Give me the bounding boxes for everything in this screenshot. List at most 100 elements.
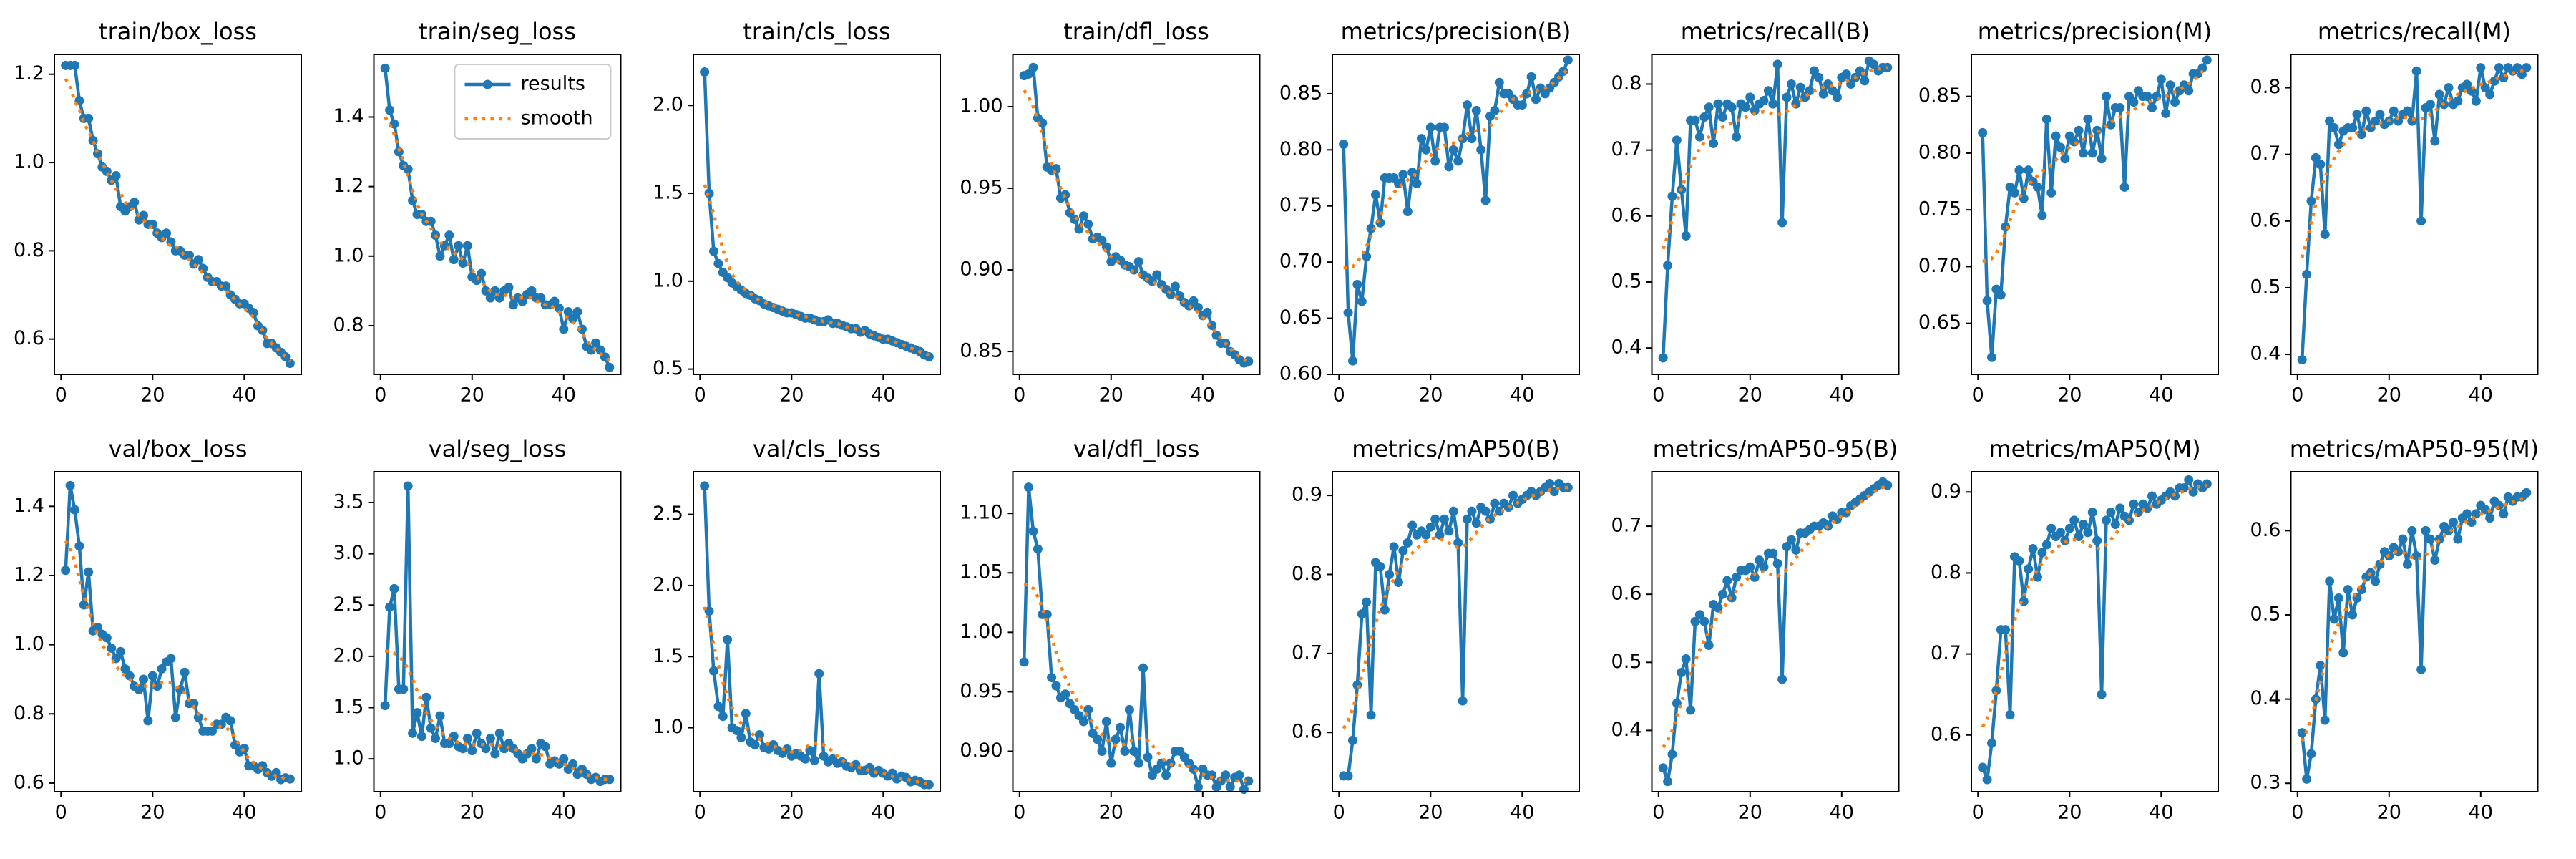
- data-point: [1709, 138, 1719, 148]
- data-point: [449, 732, 459, 742]
- data-point: [115, 646, 125, 656]
- y-tick-label: 0.8: [14, 702, 44, 724]
- data-point: [421, 692, 431, 702]
- data-point: [2161, 108, 2171, 118]
- data-point: [1704, 102, 1714, 112]
- data-point: [1750, 572, 1760, 582]
- data-point: [595, 345, 605, 355]
- data-point: [504, 283, 514, 293]
- data-point: [1690, 616, 1700, 626]
- data-point: [1740, 102, 1750, 112]
- data-point: [494, 728, 504, 738]
- data-point: [2517, 69, 2527, 79]
- data-point: [1170, 281, 1180, 291]
- y-tick-label: 0.60: [1279, 363, 1322, 385]
- data-point: [718, 712, 728, 722]
- data-point: [1430, 514, 1440, 524]
- data-point: [1221, 770, 1231, 780]
- data-point: [2320, 715, 2330, 725]
- subplot: metrics/mAP50-95(B) 0.4 0.5 0.6 0.7 0 20 40: [1611, 435, 1900, 824]
- data-point: [550, 296, 560, 306]
- data-point: [69, 60, 79, 70]
- y-tick-label: 1.0: [653, 269, 683, 291]
- y-tick-label: 1.2: [333, 175, 364, 197]
- x-tick-label: 20: [779, 802, 804, 824]
- data-point: [2329, 122, 2339, 132]
- data-point: [2316, 160, 2326, 170]
- data-point: [1667, 191, 1677, 201]
- data-point: [572, 307, 582, 317]
- data-point: [1805, 86, 1815, 96]
- y-tick-label: 1.5: [333, 696, 364, 718]
- legend-label: results: [521, 73, 585, 95]
- data-point: [1343, 308, 1353, 318]
- x-tick-label: 0: [1013, 802, 1025, 824]
- data-point: [2425, 100, 2435, 110]
- data-point: [1772, 59, 1782, 69]
- axes-frame: [373, 471, 622, 792]
- data-point: [157, 664, 167, 674]
- x-tick-label: 40: [871, 384, 895, 407]
- axes-frame: [1332, 54, 1580, 375]
- data-point: [1745, 92, 1755, 102]
- data-point: [1508, 490, 1518, 500]
- data-point: [92, 622, 102, 632]
- data-point: [1476, 145, 1486, 155]
- y-tick-label: 1.2: [14, 563, 44, 586]
- data-point: [2032, 572, 2042, 582]
- y-tick-label: 0.4: [1611, 719, 1642, 741]
- data-point: [2306, 749, 2316, 759]
- data-point: [1782, 542, 1792, 552]
- legend: results smooth: [454, 64, 612, 140]
- data-point: [1471, 105, 1481, 115]
- data-point: [1694, 610, 1704, 620]
- data-point: [1467, 134, 1477, 144]
- data-point: [2170, 97, 2180, 107]
- x-tick-label: 20: [1738, 802, 1762, 824]
- x-tick-label: 20: [2057, 384, 2082, 407]
- data-point: [408, 728, 418, 738]
- data-point: [1860, 76, 1870, 86]
- subplot-title: val/box_loss: [109, 435, 248, 462]
- data-point: [2046, 188, 2057, 198]
- data-point: [2402, 106, 2412, 116]
- x-tick-label: 40: [2469, 802, 2493, 824]
- data-point: [2448, 518, 2458, 528]
- y-tick-label: 0.5: [1611, 270, 1642, 292]
- y-tick-label: 0.6: [1611, 204, 1642, 226]
- data-point: [1791, 545, 1801, 555]
- data-point: [426, 216, 436, 226]
- data-point: [2184, 86, 2194, 96]
- data-point: [1124, 704, 1134, 714]
- data-point: [1732, 132, 1742, 142]
- data-point: [138, 210, 148, 220]
- data-point: [540, 742, 550, 752]
- data-point: [1494, 77, 1504, 87]
- data-point: [2102, 92, 2112, 102]
- data-point: [2055, 142, 2065, 152]
- data-point: [2430, 136, 2440, 146]
- x-tick-label: 20: [2057, 802, 2082, 824]
- data-point: [458, 744, 468, 754]
- y-tick-label: 0.5: [653, 357, 683, 379]
- data-point: [61, 566, 71, 576]
- y-tick-label: 2.5: [653, 503, 683, 525]
- data-point: [1421, 530, 1431, 540]
- x-tick-label: 40: [2469, 384, 2493, 407]
- x-tick-label: 20: [1418, 384, 1443, 407]
- y-tick-label: 0.7: [2250, 142, 2281, 165]
- data-point: [2522, 487, 2532, 498]
- y-tick-label: 3.0: [333, 542, 364, 564]
- data-point: [1097, 747, 1107, 757]
- data-point: [1111, 734, 1121, 744]
- data-point: [485, 293, 495, 303]
- y-tick-label: 0.6: [14, 771, 44, 793]
- data-point: [2197, 63, 2207, 73]
- data-point: [563, 307, 573, 317]
- data-point: [1425, 122, 1435, 132]
- data-point: [1193, 302, 1203, 312]
- data-point: [1672, 135, 1682, 145]
- data-point: [1129, 747, 1139, 757]
- data-point: [1526, 72, 1536, 82]
- legend-marker: [483, 79, 492, 89]
